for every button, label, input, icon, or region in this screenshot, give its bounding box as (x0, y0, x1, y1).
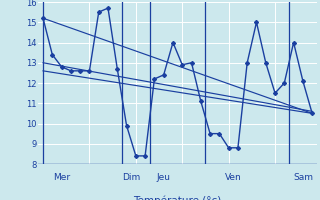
Text: Température (°c): Température (°c) (133, 195, 222, 200)
Text: Mer: Mer (53, 173, 70, 182)
Text: Jeu: Jeu (157, 173, 171, 182)
Text: Dim: Dim (122, 173, 140, 182)
Text: Ven: Ven (225, 173, 242, 182)
Text: Sam: Sam (293, 173, 313, 182)
